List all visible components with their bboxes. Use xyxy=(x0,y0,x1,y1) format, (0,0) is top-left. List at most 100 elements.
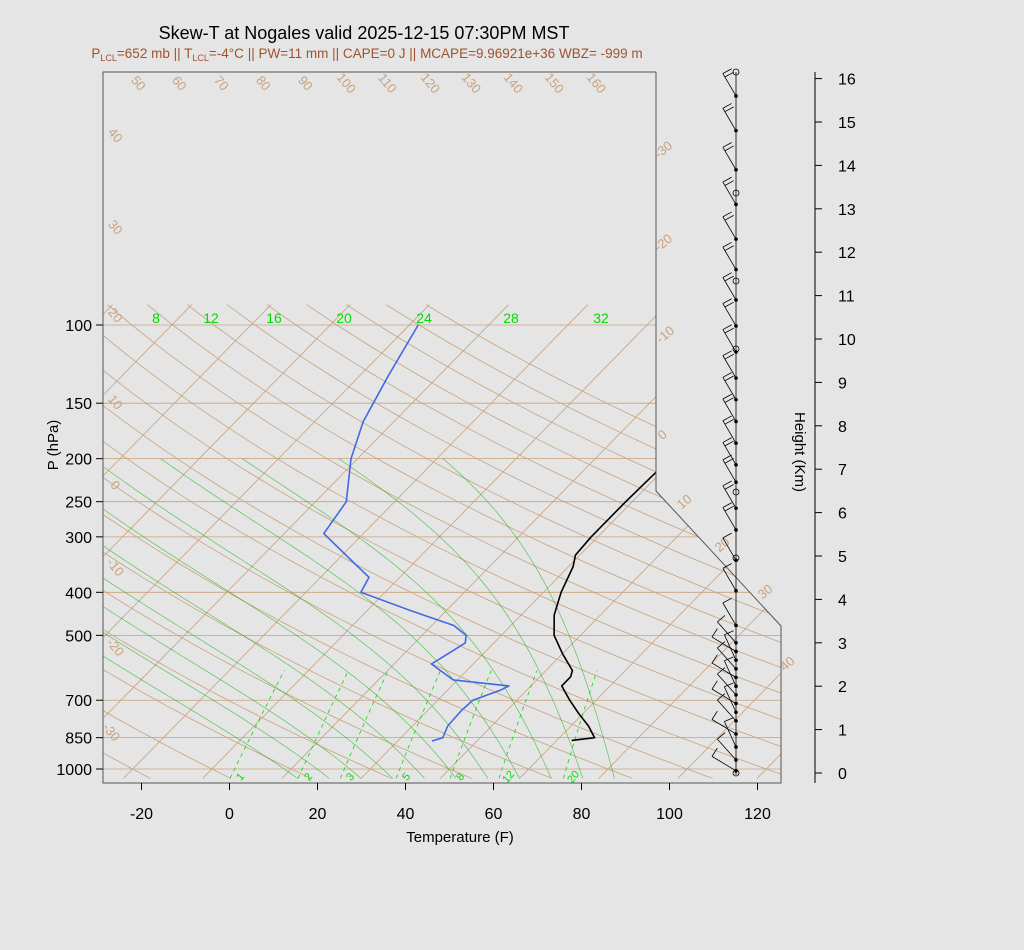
x-tick-label: 20 xyxy=(309,806,327,823)
subtitle-p-label: P xyxy=(91,46,100,61)
wind-barb xyxy=(722,537,737,561)
subtitle-t-label: T xyxy=(184,46,192,61)
wind-barb-flag xyxy=(724,327,734,334)
isotherm-line xyxy=(103,304,272,779)
dry-adiabat-line xyxy=(186,304,781,779)
height-tick-label: 4 xyxy=(838,592,847,609)
wind-barb xyxy=(711,756,737,772)
wind-barb xyxy=(711,688,737,704)
isotherm-label: -10 xyxy=(653,323,677,347)
wind-calm-circle xyxy=(732,488,740,496)
moist-adiabat-line xyxy=(103,458,298,779)
wind-barb xyxy=(722,420,737,444)
wind-barb-flag xyxy=(722,502,732,508)
dry-adiabat-label: 50 xyxy=(128,73,149,94)
wind-barb xyxy=(722,398,737,422)
isotherm-label: 10 xyxy=(674,491,695,512)
mixing-ratio-label: 16 xyxy=(266,310,282,326)
wind-barb xyxy=(717,738,737,761)
height-tick-label: 15 xyxy=(838,115,856,132)
isotherm-label: -30 xyxy=(651,138,675,162)
wind-barb xyxy=(711,719,737,735)
wind-barb-flag xyxy=(724,630,734,636)
height-tick-label: 8 xyxy=(838,419,847,436)
dry-adiabat-label: 20 xyxy=(105,305,126,326)
subtitle-cape-label: CAPE= xyxy=(343,46,388,61)
height-tick-label: 10 xyxy=(838,332,856,349)
isotherm-line xyxy=(598,304,781,779)
mixing-ratio-label: 12 xyxy=(203,310,219,326)
dry-adiabat-line xyxy=(103,304,781,779)
dry-adiabat-line xyxy=(385,304,781,779)
wind-barb-flag xyxy=(722,176,732,183)
wind-barb-flag xyxy=(724,71,734,78)
moist-adiabat-line xyxy=(103,458,489,779)
y-tick-label: 300 xyxy=(65,530,92,547)
moist-adiabat-line xyxy=(103,458,394,779)
height-tick-label: 3 xyxy=(838,636,847,653)
x-tick-label: 100 xyxy=(656,806,683,823)
wind-barb xyxy=(722,507,737,531)
dry-adiabat-label: 40 xyxy=(105,125,126,146)
dry-adiabat-label: -10 xyxy=(104,555,128,579)
isotherm-line xyxy=(0,305,33,779)
subtitle-t-lcl: -4 xyxy=(217,46,229,61)
dry-adiabat-line xyxy=(266,304,781,779)
wind-barb-flag xyxy=(724,419,734,425)
isotherm-label: 30 xyxy=(755,581,776,602)
height-tick-label: 16 xyxy=(838,72,856,89)
x-axis-label: Temperature (F) xyxy=(406,829,514,846)
wind-barb-flag xyxy=(724,656,734,662)
wind-barb-flag xyxy=(717,641,726,649)
wind-barb xyxy=(722,147,737,170)
wind-barb-flag xyxy=(717,693,726,701)
wind-barb-flag xyxy=(724,145,734,152)
mixing-ratio-label: 20 xyxy=(336,310,352,326)
wind-barb-flag xyxy=(711,654,718,664)
wind-barb-flag xyxy=(711,680,718,690)
x-tick-label: 120 xyxy=(744,806,771,823)
wind-barb xyxy=(711,636,737,652)
height-tick-label: 0 xyxy=(838,766,847,783)
wind-barb xyxy=(722,303,737,327)
background-labels: 8 12 16 20 24 28 321 2 3 5 8 12 20-30-20-10010203040… xyxy=(100,70,798,786)
wind-barb-dot xyxy=(734,441,738,445)
wind-barb xyxy=(722,459,737,483)
height-axis-label: Height (Km) xyxy=(791,412,808,492)
wind-barb xyxy=(722,108,737,131)
isotherm-label: 40 xyxy=(777,653,798,674)
height-tick-label: 2 xyxy=(838,679,847,696)
y-axis-label: P (hPa) xyxy=(45,420,62,471)
wind-calm-circle xyxy=(732,345,740,353)
wind-barb-flag xyxy=(724,301,734,308)
isotherm-line xyxy=(360,304,781,779)
mixing-ratio-label-lower: 5 xyxy=(400,771,413,783)
subtitle-pw: 11 mm xyxy=(288,46,328,61)
dry-adiabat-line xyxy=(103,304,231,779)
wind-barb-flag xyxy=(722,532,732,539)
wind-barb xyxy=(722,329,737,353)
dry-adiabat-line xyxy=(346,304,781,779)
isotherm-line xyxy=(103,304,430,779)
wind-barb-flag xyxy=(722,272,732,278)
moist-adiabat-line xyxy=(338,458,584,779)
wind-barb xyxy=(723,686,737,713)
subtitle-mcape: 9.96921e+36 xyxy=(476,46,555,61)
wind-barb-flag xyxy=(722,563,732,569)
wind-barb-flag xyxy=(722,103,732,109)
isotherm-line xyxy=(103,304,509,779)
wind-barb-flag xyxy=(722,480,732,487)
wind-calm-circle xyxy=(732,769,740,777)
wind-barb-flag xyxy=(722,597,732,604)
wind-barb-flag xyxy=(724,180,734,186)
subtitle-wbz: -999 m xyxy=(601,46,643,61)
dry-adiabat-line xyxy=(103,304,781,779)
wind-barb xyxy=(722,602,737,626)
x-tick-label: 40 xyxy=(397,806,415,823)
wind-barb-flag xyxy=(722,415,732,422)
wind-calm-circle xyxy=(732,554,740,562)
wind-barb-flag xyxy=(722,324,732,330)
background-lines xyxy=(0,304,781,779)
wind-barb xyxy=(722,216,737,240)
